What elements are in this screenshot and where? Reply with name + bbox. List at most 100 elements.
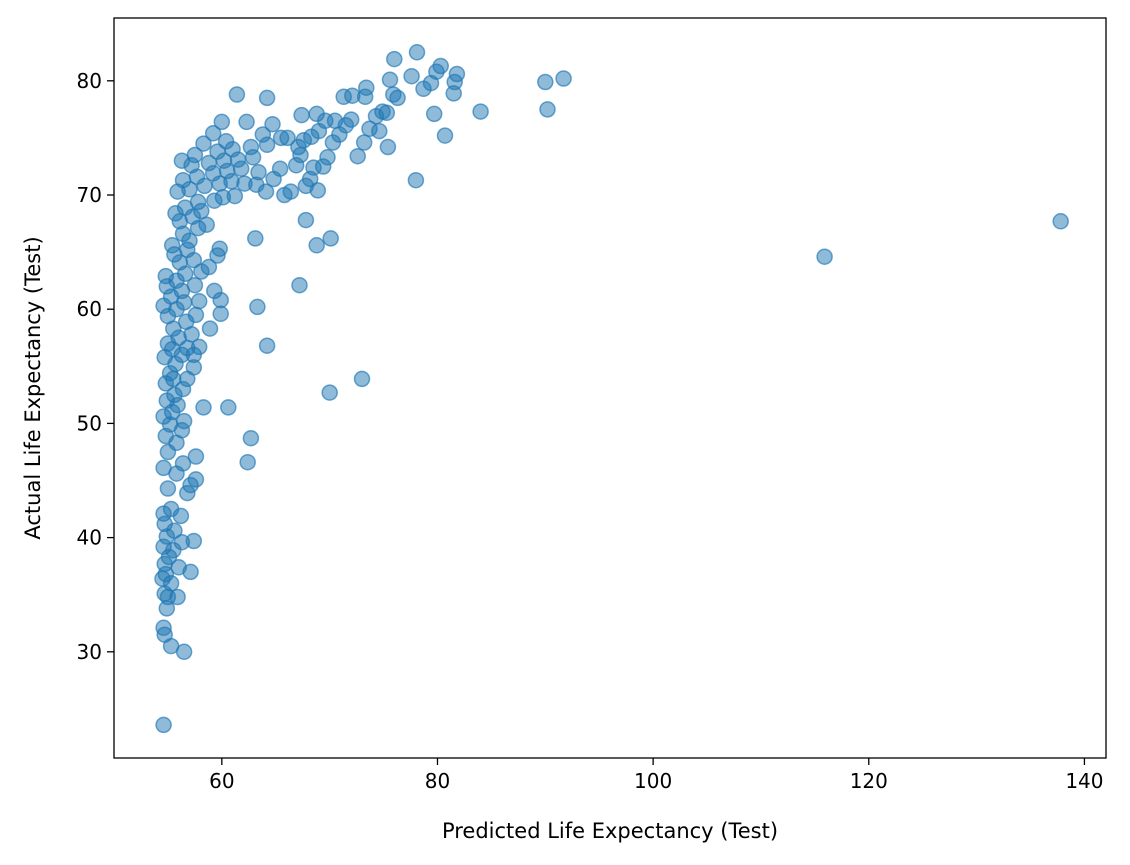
- y-tick-label: 70: [77, 183, 102, 207]
- x-axis-label: Predicted Life Expectancy (Test): [442, 819, 778, 843]
- plot-frame: [113, 17, 1107, 759]
- data-point: [379, 138, 397, 156]
- data-point: [353, 370, 371, 388]
- data-point: [186, 146, 204, 164]
- data-point: [213, 113, 231, 131]
- data-point: [200, 258, 218, 276]
- data-point: [297, 211, 315, 229]
- data-point: [282, 183, 300, 200]
- x-tick-label: 80: [425, 769, 450, 793]
- data-point: [555, 70, 572, 87]
- data-point: [322, 230, 339, 247]
- points-layer: [154, 44, 1069, 734]
- data-point: [159, 480, 177, 497]
- data-point: [403, 67, 420, 85]
- x-tick-label: 60: [209, 769, 234, 793]
- data-point: [187, 471, 205, 488]
- data-point: [279, 129, 296, 147]
- data-point: [386, 50, 403, 68]
- data-point: [358, 79, 375, 96]
- data-point: [174, 455, 192, 472]
- data-point: [258, 337, 276, 354]
- data-point: [258, 89, 276, 107]
- y-tick-label: 30: [77, 640, 102, 664]
- data-point: [195, 399, 212, 416]
- data-point: [204, 125, 222, 142]
- data-point: [264, 115, 281, 133]
- data-point: [187, 448, 205, 465]
- data-point: [190, 292, 208, 310]
- data-point: [349, 147, 366, 165]
- data-point: [308, 105, 325, 123]
- data-point: [247, 230, 264, 247]
- data-point: [211, 240, 228, 257]
- y-tick-label: 60: [77, 297, 102, 321]
- data-point: [355, 134, 373, 151]
- data-point: [201, 320, 219, 337]
- x-tick-label: 120: [850, 769, 888, 793]
- data-point: [308, 237, 325, 254]
- data-point: [537, 73, 554, 91]
- y-tick-label: 40: [77, 526, 102, 550]
- data-point: [408, 44, 426, 61]
- ticks-layer: 60 80 100 120 140 30 40 50 60 70 80: [77, 69, 1104, 793]
- data-point: [326, 112, 344, 130]
- data-point: [185, 532, 203, 550]
- data-point: [228, 86, 246, 103]
- data-point: [381, 71, 399, 88]
- data-point: [226, 187, 244, 205]
- data-point: [254, 126, 272, 143]
- data-point: [189, 193, 207, 211]
- data-point: [309, 182, 327, 199]
- data-point: [389, 89, 406, 107]
- data-point: [155, 459, 172, 477]
- data-point: [220, 399, 237, 416]
- x-tick-label: 140: [1065, 769, 1103, 793]
- data-point: [217, 133, 235, 150]
- data-point: [539, 101, 556, 118]
- data-point: [155, 716, 172, 734]
- data-point: [162, 575, 180, 592]
- data-point: [291, 276, 308, 294]
- data-point: [155, 619, 172, 637]
- data-point: [371, 122, 388, 140]
- data-point: [186, 276, 204, 294]
- y-tick-label: 50: [77, 411, 102, 435]
- data-point: [1052, 213, 1069, 230]
- data-point: [198, 216, 215, 233]
- data-point: [187, 306, 205, 324]
- data-point: [162, 500, 180, 518]
- data-point: [206, 282, 223, 300]
- data-point: [319, 149, 336, 166]
- data-point: [242, 138, 260, 156]
- data-point: [257, 183, 275, 200]
- y-tick-label: 80: [77, 69, 102, 93]
- data-point: [436, 127, 454, 144]
- data-point: [195, 135, 212, 152]
- data-point: [816, 248, 833, 265]
- data-point: [472, 103, 489, 120]
- data-point: [239, 453, 256, 471]
- data-point: [271, 160, 289, 177]
- data-point: [157, 267, 175, 285]
- data-point: [378, 104, 396, 122]
- data-point: [175, 643, 193, 661]
- data-point: [293, 106, 310, 124]
- data-point: [163, 237, 181, 254]
- data-point: [425, 105, 443, 123]
- data-point: [407, 171, 425, 189]
- data-point: [175, 412, 193, 430]
- data-point: [242, 429, 260, 447]
- data-point: [342, 111, 360, 128]
- y-axis-label: Actual Life Expectancy (Test): [21, 236, 45, 539]
- data-point: [448, 65, 466, 83]
- data-point: [238, 113, 255, 131]
- data-point: [321, 384, 338, 401]
- data-point: [190, 338, 208, 356]
- x-tick-label: 100: [634, 769, 672, 793]
- data-point: [432, 57, 449, 75]
- data-point: [212, 305, 229, 323]
- data-point: [174, 171, 192, 189]
- data-point: [249, 298, 266, 316]
